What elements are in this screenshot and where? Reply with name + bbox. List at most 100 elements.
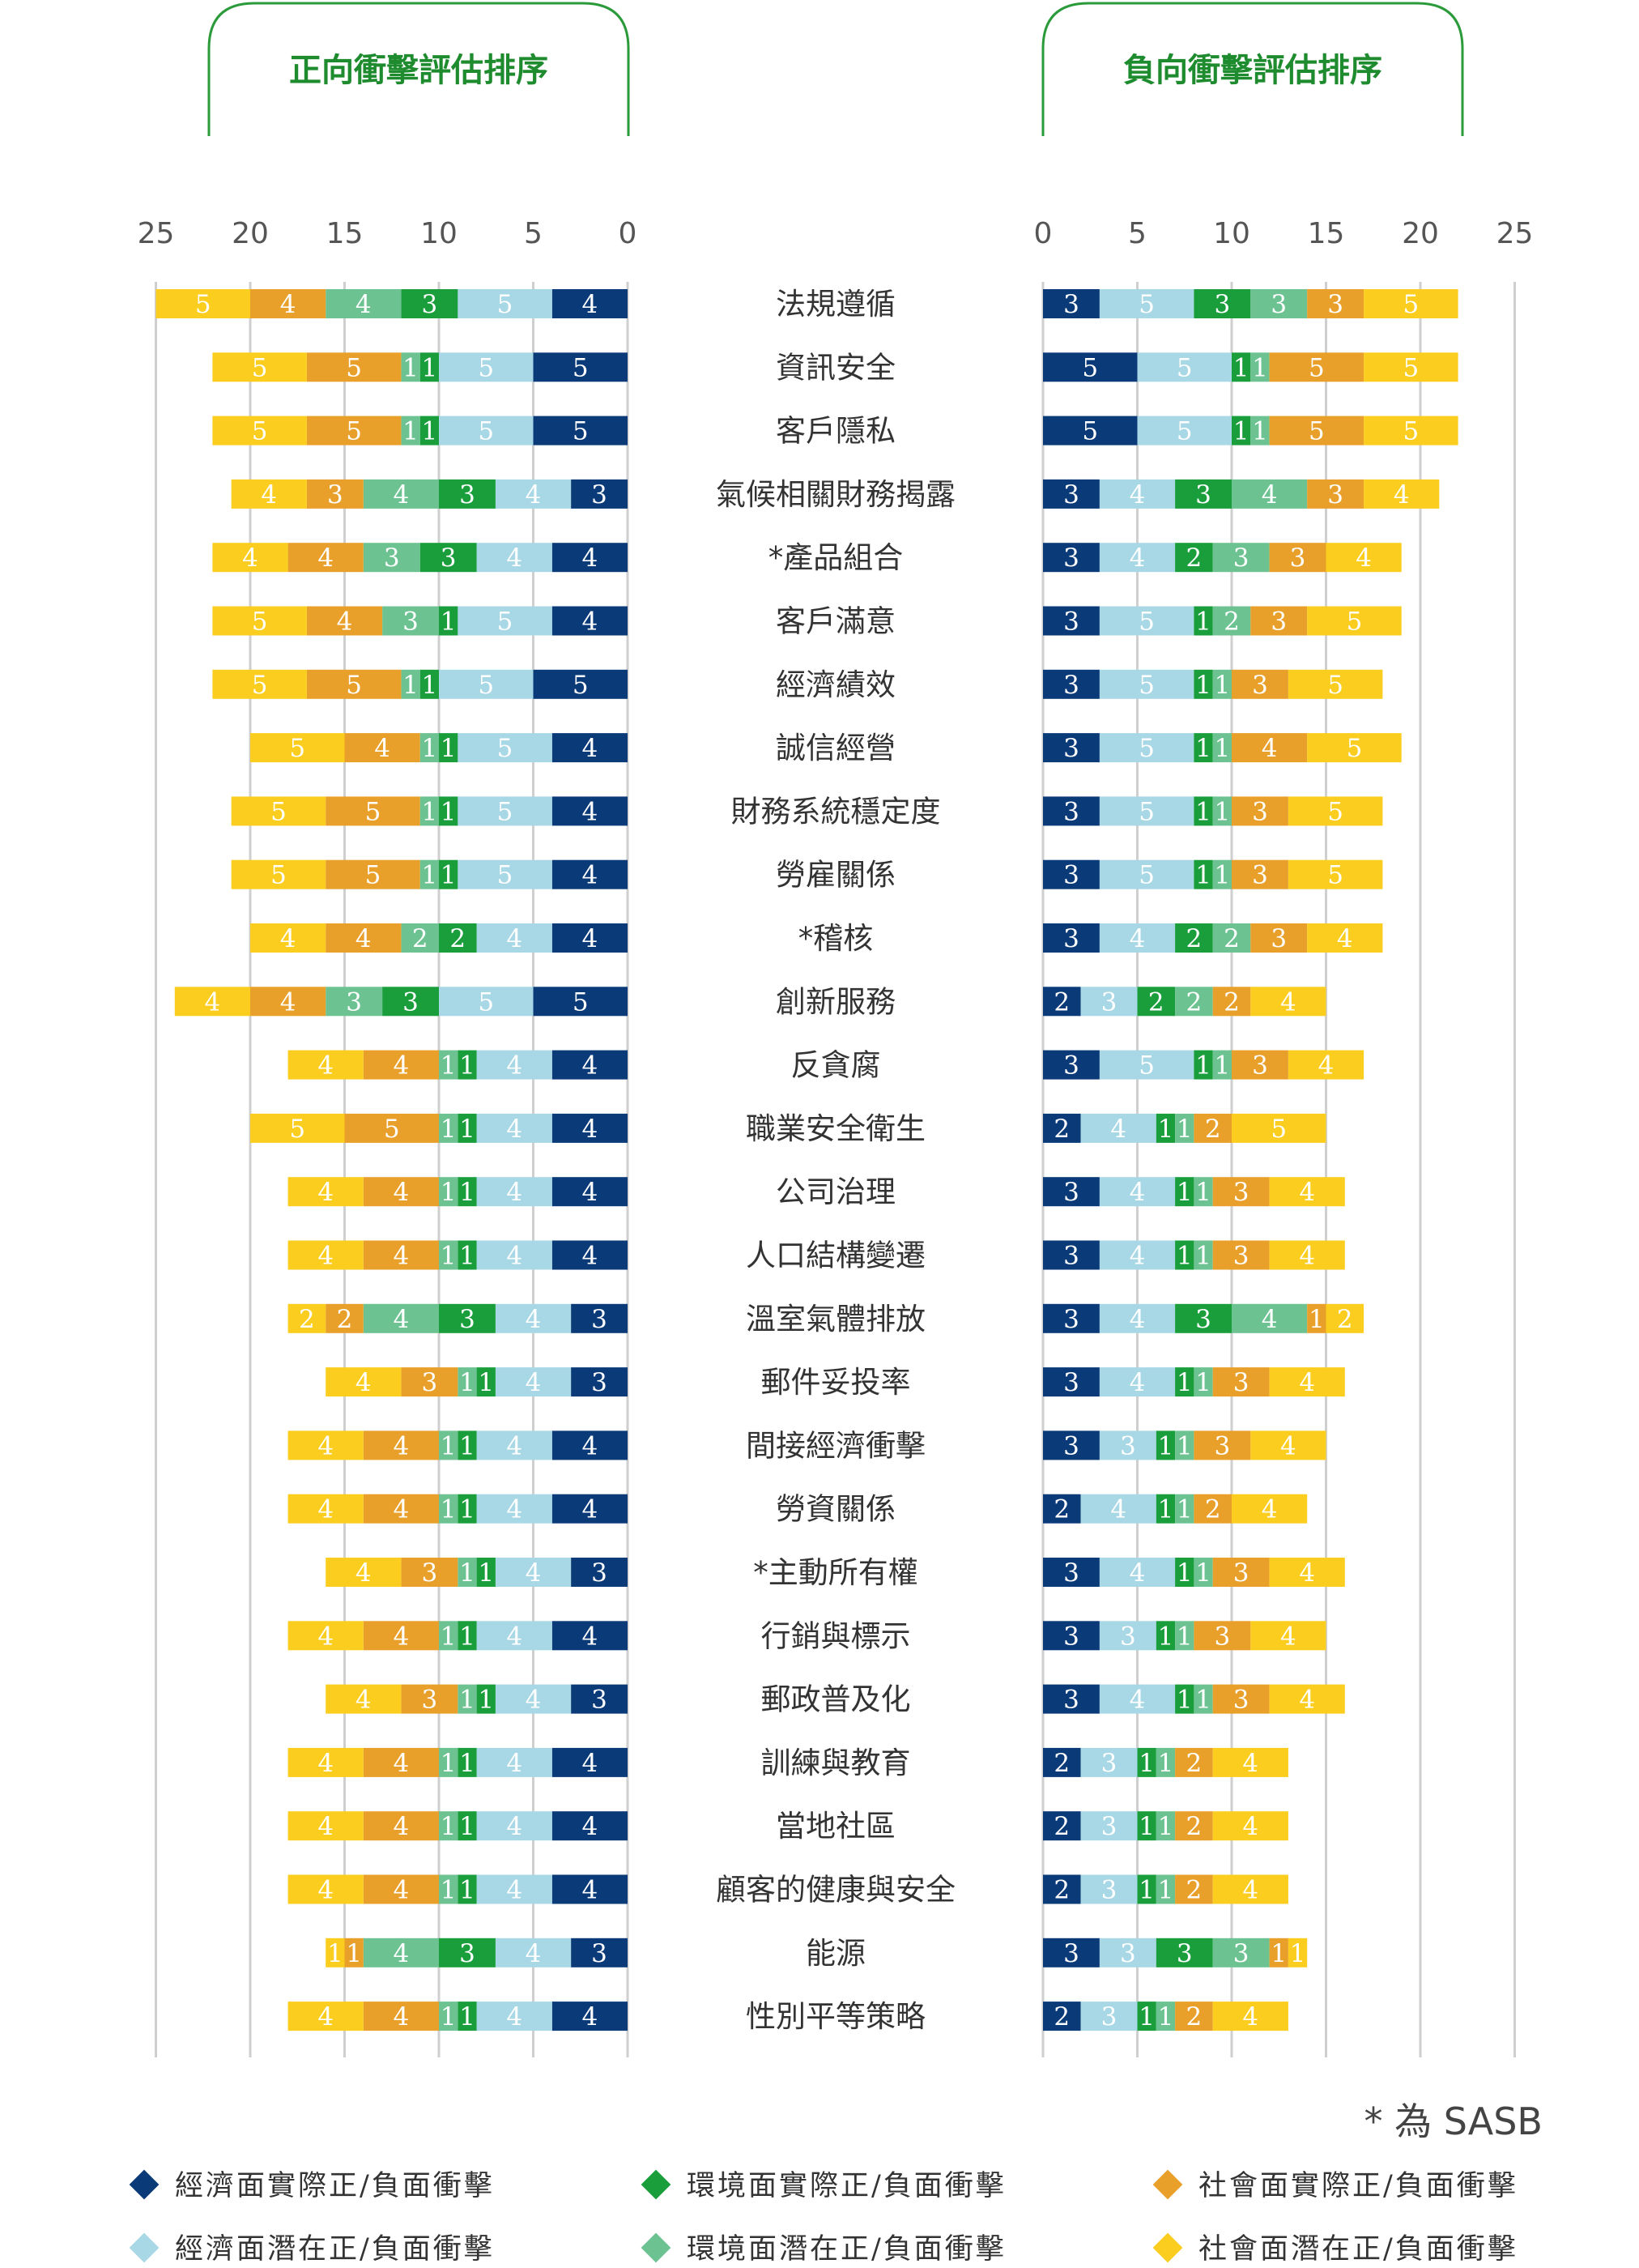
bar-segment: [476, 1747, 552, 1777]
bar-segment: [476, 1494, 552, 1524]
bar-segment: [1156, 1621, 1176, 1651]
bar-segment: [1099, 1303, 1176, 1333]
segment-value-label: 5: [1403, 353, 1419, 382]
segment-value-label: 3: [1195, 480, 1211, 509]
segment-value-label: 2: [1054, 1876, 1070, 1905]
segment-value-label: 3: [459, 1939, 475, 1968]
segment-value-label: 3: [1063, 1622, 1079, 1651]
bar-segment: [1137, 416, 1232, 446]
category-label: 能源: [806, 1936, 866, 1971]
bar-segment: [250, 1113, 345, 1143]
segment-value-label: 4: [205, 987, 221, 1017]
segment-value-label: 4: [506, 1242, 522, 1271]
category-label: 行銷與標示: [761, 1618, 911, 1653]
bar-segment: [1043, 352, 1138, 382]
segment-value-label: 4: [506, 1178, 522, 1207]
bar-segment: [1043, 1874, 1081, 1904]
segment-value-label: 4: [506, 1431, 522, 1460]
segment-value-label: 5: [252, 353, 268, 382]
bar-segment: [287, 1494, 364, 1524]
segment-value-label: 3: [1063, 1178, 1079, 1207]
segment-value-label: 1: [441, 1431, 457, 1460]
bar-segment: [363, 1874, 439, 1904]
bar-segment: [476, 1684, 496, 1714]
segment-value-label: 4: [355, 1686, 372, 1715]
segment-value-label: 4: [506, 1051, 522, 1081]
segment-value-label: 3: [1063, 734, 1079, 763]
segment-value-label: 4: [1130, 1368, 1146, 1397]
segment-value-label: 1: [478, 1368, 494, 1397]
bar-segment: [1232, 669, 1288, 699]
bar-segment: [326, 1303, 364, 1333]
bar-segment: [439, 859, 458, 889]
bar-segment: [1194, 1050, 1213, 1080]
bar-segment: [401, 289, 458, 318]
bar-segment: [326, 1938, 345, 1967]
segment-value-label: 2: [1148, 987, 1164, 1017]
bar-segment: [287, 1177, 364, 1207]
bar-segment: [419, 796, 439, 826]
segment-value-label: 5: [1177, 353, 1193, 382]
segment-value-label: 1: [421, 353, 437, 382]
category-label: 人口結構變遷: [746, 1238, 926, 1273]
bar-segment: [571, 1303, 628, 1333]
segment-value-label: 4: [317, 1812, 334, 1841]
segment-value-label: 1: [1195, 608, 1211, 637]
segment-value-label: 4: [1280, 1622, 1296, 1651]
bar-segment: [1156, 1938, 1213, 1967]
segment-value-label: 1: [1158, 2002, 1174, 2031]
bar-segment: [1043, 1303, 1100, 1333]
segment-value-label: 3: [1233, 1558, 1249, 1588]
segment-value-label: 4: [1299, 1178, 1315, 1207]
segment-value-label: 2: [449, 924, 466, 953]
bar-segment: [401, 1367, 458, 1397]
segment-value-label: 3: [1233, 1939, 1249, 1968]
segment-value-label: 5: [346, 417, 362, 446]
bar-segment: [439, 1240, 458, 1270]
segment-value-label: 3: [1177, 1939, 1193, 1968]
bar-segment: [439, 1938, 496, 1967]
x-tick-label: 25: [1496, 217, 1534, 250]
segment-value-label: 1: [1158, 1431, 1174, 1460]
segment-value-label: 1: [1214, 861, 1230, 890]
segment-value-label: 4: [261, 480, 277, 509]
bar-segment: [1269, 543, 1326, 573]
segment-value-label: 4: [355, 290, 372, 319]
bar-segment: [1212, 1367, 1270, 1397]
bar-segment: [1043, 479, 1100, 509]
bar-segment: [571, 1684, 628, 1714]
bar-segment: [439, 669, 534, 699]
bar-segment: [551, 1747, 628, 1777]
bar-segment: [1194, 1494, 1232, 1524]
bar-segment: [1099, 859, 1194, 889]
segment-value-label: 3: [1233, 544, 1249, 573]
bar-segment: [551, 1430, 628, 1460]
segment-value-label: 2: [337, 1305, 353, 1334]
segment-value-label: 4: [242, 544, 258, 573]
bar-segment: [344, 1938, 364, 1967]
segment-value-label: 5: [478, 987, 494, 1017]
bar-segment: [1175, 1747, 1213, 1777]
category-label: 反貪腐: [791, 1048, 881, 1083]
bar-segment: [1194, 1558, 1213, 1587]
bar-segment: [551, 1050, 628, 1080]
segment-value-label: 1: [1177, 1431, 1193, 1460]
legend-diamond-icon: [1152, 2232, 1183, 2263]
segment-value-label: 3: [1252, 1051, 1268, 1081]
bar-segment: [326, 987, 383, 1017]
segment-value-label: 4: [1130, 480, 1146, 509]
bar-segment: [458, 796, 552, 826]
bar-segment: [1043, 416, 1138, 446]
x-tick-label: 5: [524, 217, 543, 250]
segment-value-label: 4: [582, 734, 598, 763]
bar-segment: [1175, 1430, 1194, 1460]
bar-segment: [363, 543, 420, 573]
bar-segment: [458, 1367, 477, 1397]
bar-segment: [287, 1874, 364, 1904]
legend-label: 經濟面實際正/負面衝擊: [175, 2170, 495, 2202]
bar-segment: [476, 1874, 552, 1904]
bar-segment: [439, 1177, 458, 1207]
bar-segment: [1194, 1684, 1213, 1714]
bar-segment: [1232, 859, 1288, 889]
